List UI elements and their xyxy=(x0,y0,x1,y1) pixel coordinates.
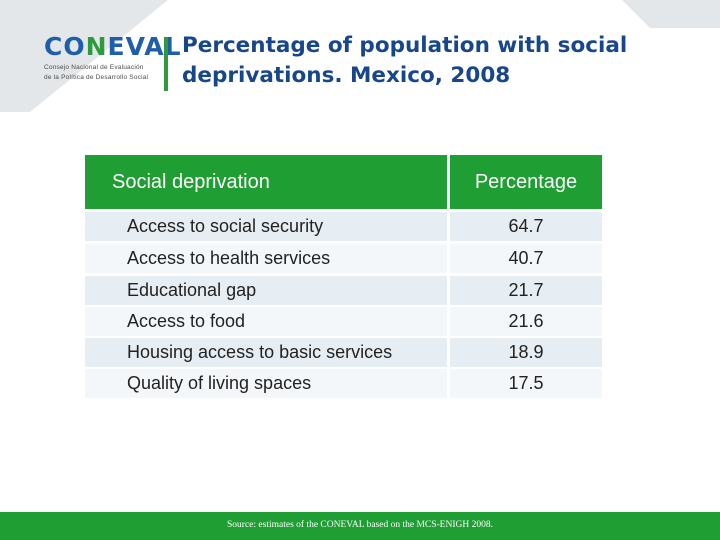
percentage-cell: 40.7 xyxy=(450,244,602,273)
table-row: Access to social security 64.7 xyxy=(85,212,602,241)
table-row: Educational gap 21.7 xyxy=(85,276,602,305)
logo-subtitle-line-1: Consejo Nacional de Evaluación xyxy=(44,64,144,71)
deprivation-cell: Access to food xyxy=(85,307,447,336)
footer-bar xyxy=(0,512,720,540)
deprivation-cell: Access to social security xyxy=(85,212,447,241)
column-header-percentage: Percentage xyxy=(450,155,602,209)
page-title: Percentage of population with social dep… xyxy=(182,33,628,88)
title-divider xyxy=(164,37,168,91)
table-row: Access to food 21.6 xyxy=(85,307,602,336)
logo-subtitle-line-2: de la Política de Desarrollo Social xyxy=(44,73,149,81)
percentage-cell: 18.9 xyxy=(450,338,602,367)
coneval-logo: CONEVAL Consejo Nacional de Evaluación d… xyxy=(44,32,182,81)
percentage-cell: 21.7 xyxy=(450,276,602,305)
deprivation-cell: Educational gap xyxy=(85,276,447,305)
deprivation-cell: Housing access to basic services xyxy=(85,338,447,367)
logo-wordmark: CONEVAL xyxy=(44,32,182,61)
table-row: Housing access to basic services 18.9 xyxy=(85,338,602,367)
source-note: Source: estimates of the CONEVAL based o… xyxy=(227,520,493,530)
percentage-cell: 21.6 xyxy=(450,307,602,336)
deprivation-cell: Quality of living spaces xyxy=(85,369,447,398)
table-row: Access to health services 40.7 xyxy=(85,244,602,273)
deprivation-cell: Access to health services xyxy=(85,244,447,273)
table-row: Quality of living spaces 17.5 xyxy=(85,369,602,398)
percentage-cell: 64.7 xyxy=(450,212,602,241)
percentage-cell: 17.5 xyxy=(450,369,602,398)
column-header-deprivation: Social deprivation xyxy=(85,155,447,209)
